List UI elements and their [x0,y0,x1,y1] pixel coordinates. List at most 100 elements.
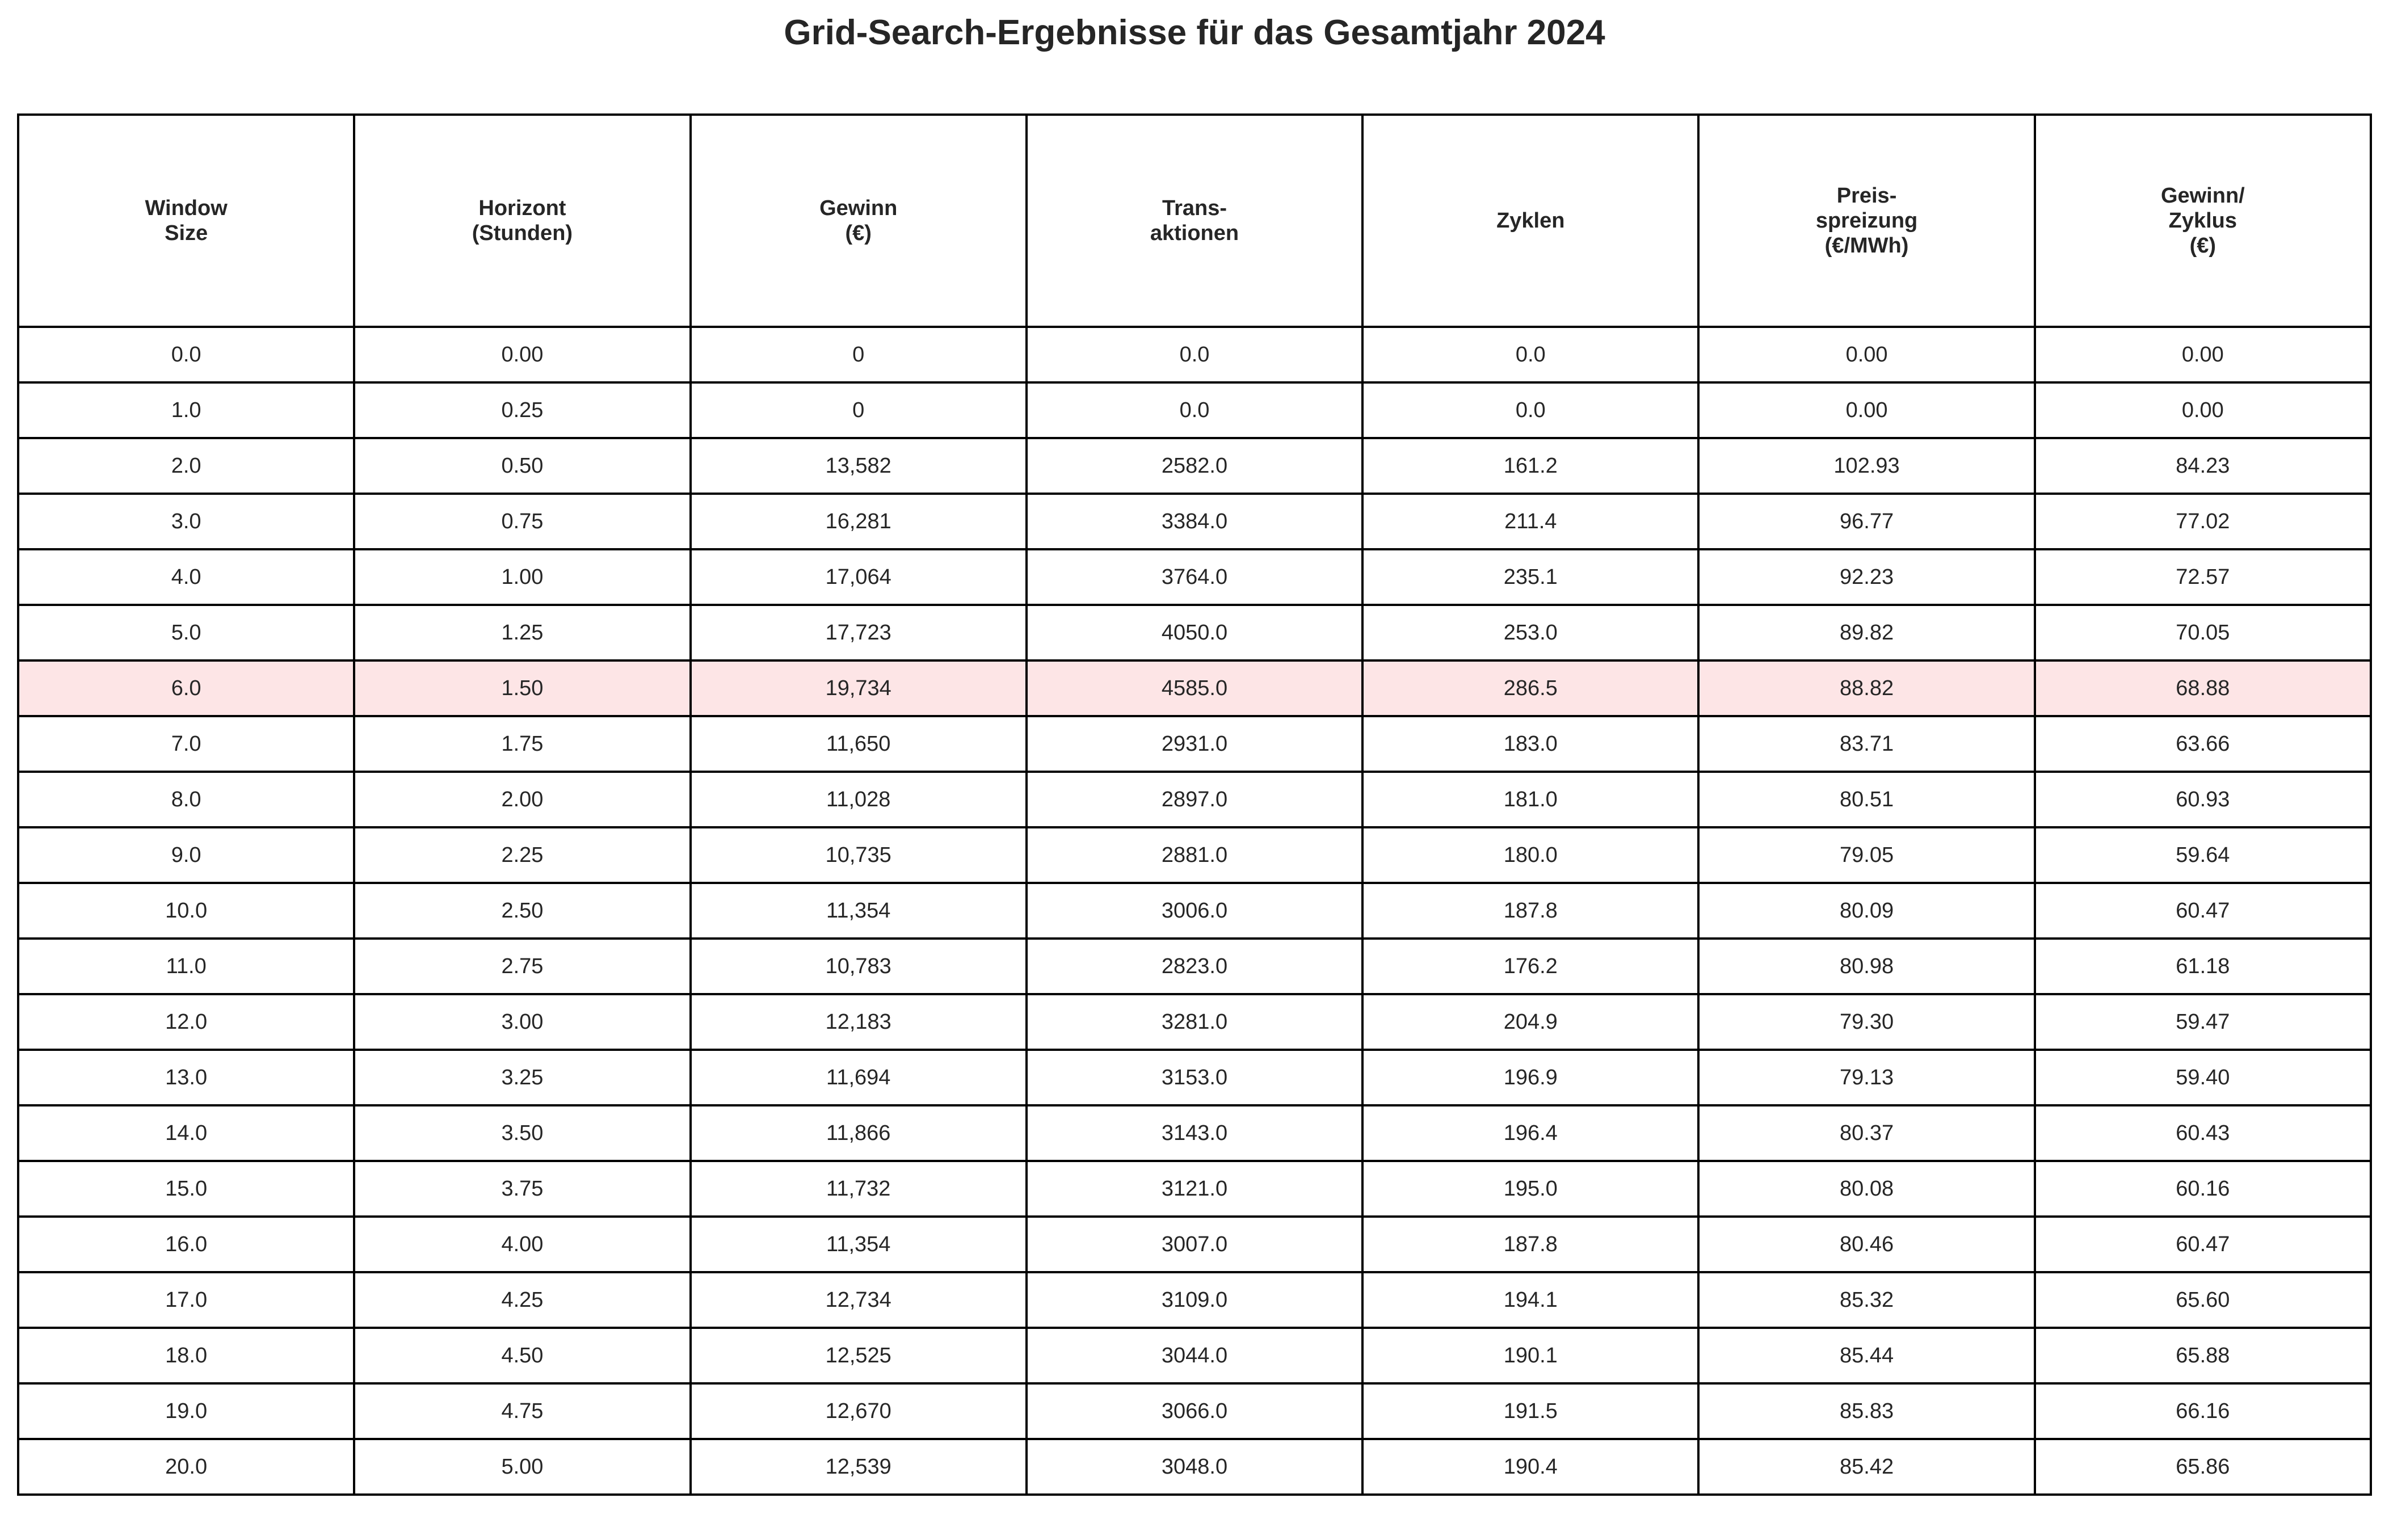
gewinn-cell: 12,525 [689,1327,1028,1385]
horizont-cell: 0.50 [353,437,692,495]
gewinn-cell: 10,735 [689,826,1028,884]
zyklen-cell: 211.4 [1361,493,1700,550]
table-row: 15.0 3.75 11,732 3121.0 195.0 80.08 60.16 [16,1160,2373,1218]
horizont-cell: 3.50 [353,1104,692,1162]
window-size-cell: 7.0 [16,715,356,773]
window-size-cell: 11.0 [16,937,356,995]
transaktionen-cell: 2881.0 [1025,826,1364,884]
transaktionen-cell: 3048.0 [1025,1438,1364,1496]
zyklen-cell: 190.4 [1361,1438,1700,1496]
gewinn-pro-zyklus-cell: 70.05 [2033,604,2373,662]
preisspreizung-cell: 80.51 [1697,771,2036,828]
window-size-cell: 14.0 [16,1104,356,1162]
horizont-cell: 2.00 [353,771,692,828]
table-row: 14.0 3.50 11,866 3143.0 196.4 80.37 60.43 [16,1104,2373,1162]
column-header-gewinn-pro-zyklus: Gewinn/ Zyklus (€) [2033,113,2373,328]
zyklen-cell: 194.1 [1361,1271,1700,1329]
preisspreizung-cell: 85.44 [1697,1327,2036,1385]
window-size-cell: 0.0 [16,326,356,384]
horizont-cell: 2.50 [353,882,692,940]
gewinn-cell: 16,281 [689,493,1028,550]
window-size-cell: 20.0 [16,1438,356,1496]
transaktionen-cell: 3153.0 [1025,1049,1364,1106]
table-row: 17.0 4.25 12,734 3109.0 194.1 85.32 65.60 [16,1271,2373,1329]
preisspreizung-cell: 0.00 [1697,381,2036,439]
table-row: 16.0 4.00 11,354 3007.0 187.8 80.46 60.47 [16,1215,2373,1273]
window-size-cell: 4.0 [16,548,356,606]
column-header-window-size: Window Size [16,113,356,328]
zyklen-cell: 196.9 [1361,1049,1700,1106]
zyklen-cell: 253.0 [1361,604,1700,662]
horizont-cell: 4.50 [353,1327,692,1385]
column-header-zyklen: Zyklen [1361,113,1700,328]
gewinn-pro-zyklus-cell: 65.88 [2033,1327,2373,1385]
preisspreizung-cell: 80.08 [1697,1160,2036,1218]
gewinn-pro-zyklus-cell: 60.47 [2033,1215,2373,1273]
gewinn-cell: 0 [689,326,1028,384]
table-row: 1.0 0.25 0 0.0 0.0 0.00 0.00 [16,381,2373,439]
zyklen-cell: 161.2 [1361,437,1700,495]
horizont-cell: 3.75 [353,1160,692,1218]
preisspreizung-cell: 89.82 [1697,604,2036,662]
preisspreizung-cell: 85.42 [1697,1438,2036,1496]
zyklen-cell: 191.5 [1361,1382,1700,1440]
table-row: 9.0 2.25 10,735 2881.0 180.0 79.05 59.64 [16,826,2373,884]
horizont-cell: 2.75 [353,937,692,995]
gewinn-cell: 12,539 [689,1438,1028,1496]
zyklen-cell: 196.4 [1361,1104,1700,1162]
transaktionen-cell: 4585.0 [1025,659,1364,717]
transaktionen-cell: 3007.0 [1025,1215,1364,1273]
horizont-cell: 1.25 [353,604,692,662]
horizont-cell: 4.25 [353,1271,692,1329]
table-row: 11.0 2.75 10,783 2823.0 176.2 80.98 61.18 [16,937,2373,995]
window-size-cell: 2.0 [16,437,356,495]
preisspreizung-cell: 88.82 [1697,659,2036,717]
column-header-horizont: Horizont (Stunden) [353,113,692,328]
window-size-cell: 9.0 [16,826,356,884]
table-row: 18.0 4.50 12,525 3044.0 190.1 85.44 65.88 [16,1327,2373,1385]
window-size-cell: 5.0 [16,604,356,662]
gewinn-cell: 12,670 [689,1382,1028,1440]
window-size-cell: 1.0 [16,381,356,439]
table-row: 0.0 0.00 0 0.0 0.0 0.00 0.00 [16,326,2373,384]
gewinn-pro-zyklus-cell: 59.64 [2033,826,2373,884]
preisspreizung-cell: 85.83 [1697,1382,2036,1440]
grid-search-results-table: Window Size Horizont (Stunden) Gewinn (€… [16,113,2373,1496]
gewinn-pro-zyklus-cell: 63.66 [2033,715,2373,773]
gewinn-pro-zyklus-cell: 60.47 [2033,882,2373,940]
window-size-cell: 19.0 [16,1382,356,1440]
transaktionen-cell: 2897.0 [1025,771,1364,828]
horizont-cell: 1.00 [353,548,692,606]
window-size-cell: 3.0 [16,493,356,550]
gewinn-cell: 11,866 [689,1104,1028,1162]
gewinn-cell: 0 [689,381,1028,439]
gewinn-pro-zyklus-cell: 60.43 [2033,1104,2373,1162]
column-header-transaktionen: Trans- aktionen [1025,113,1364,328]
gewinn-pro-zyklus-cell: 66.16 [2033,1382,2373,1440]
preisspreizung-cell: 80.37 [1697,1104,2036,1162]
gewinn-cell: 11,694 [689,1049,1028,1106]
table-row: 20.0 5.00 12,539 3048.0 190.4 85.42 65.86 [16,1438,2373,1496]
zyklen-cell: 0.0 [1361,326,1700,384]
transaktionen-cell: 3764.0 [1025,548,1364,606]
gewinn-pro-zyklus-cell: 68.88 [2033,659,2373,717]
gewinn-cell: 11,354 [689,1215,1028,1273]
gewinn-cell: 11,732 [689,1160,1028,1218]
zyklen-cell: 187.8 [1361,1215,1700,1273]
preisspreizung-cell: 85.32 [1697,1271,2036,1329]
preisspreizung-cell: 80.09 [1697,882,2036,940]
zyklen-cell: 0.0 [1361,381,1700,439]
transaktionen-cell: 0.0 [1025,326,1364,384]
gewinn-pro-zyklus-cell: 59.47 [2033,993,2373,1051]
gewinn-pro-zyklus-cell: 61.18 [2033,937,2373,995]
gewinn-cell: 11,028 [689,771,1028,828]
zyklen-cell: 187.8 [1361,882,1700,940]
gewinn-cell: 17,064 [689,548,1028,606]
table-row: 10.0 2.50 11,354 3006.0 187.8 80.09 60.47 [16,882,2373,940]
table-row: 4.0 1.00 17,064 3764.0 235.1 92.23 72.57 [16,548,2373,606]
table-row-highlighted: 6.0 1.50 19,734 4585.0 286.5 88.82 68.88 [16,659,2373,717]
table-row: 8.0 2.00 11,028 2897.0 181.0 80.51 60.93 [16,771,2373,828]
table-row: 12.0 3.00 12,183 3281.0 204.9 79.30 59.47 [16,993,2373,1051]
gewinn-cell: 11,354 [689,882,1028,940]
window-size-cell: 18.0 [16,1327,356,1385]
